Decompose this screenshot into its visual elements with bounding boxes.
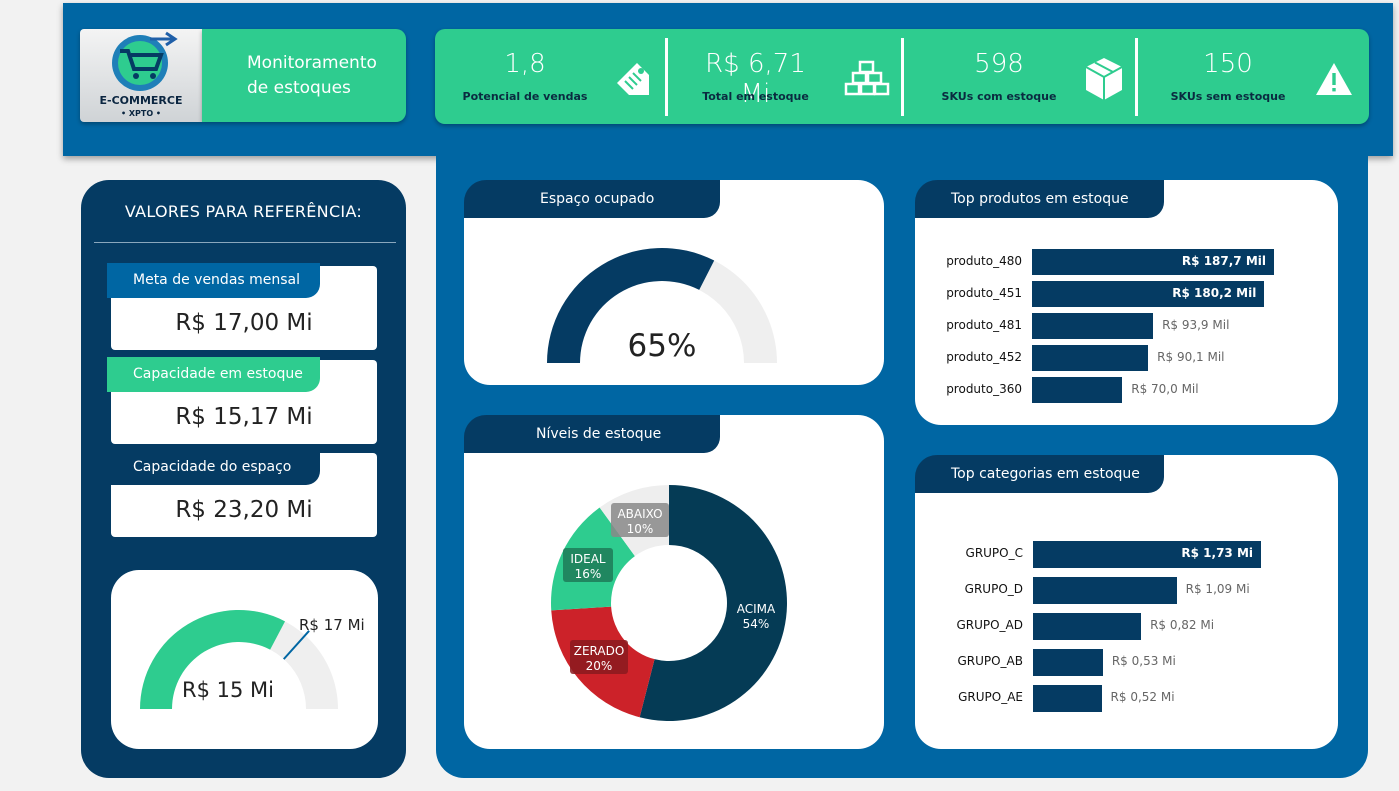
- logo-text: E-COMMERCE: [100, 94, 183, 107]
- ref-card-capacidade-estoque: Capacidade em estoque R$ 15,17 Mi: [107, 357, 377, 444]
- report-title-box: Monitoramento de estoques: [202, 29, 406, 122]
- kpi-label: Total em estoque: [702, 90, 809, 103]
- ref-card-label: Capacidade do espaço: [107, 450, 320, 485]
- bar-value-label: R$ 70,0 Mil: [1131, 382, 1199, 396]
- stacked-boxes-icon: [844, 60, 890, 96]
- logo-subtext: • XPTO •: [121, 109, 161, 118]
- bar-category-label: GRUPO_D: [964, 582, 1023, 596]
- space-occupied-card[interactable]: Espaço ocupado 65%: [464, 180, 884, 385]
- bar-value-label: R$ 1,09 Mi: [1185, 582, 1250, 596]
- donut-label-pct: 10%: [627, 522, 654, 536]
- card-title: Níveis de estoque: [464, 415, 720, 453]
- space-gauge: 65%: [547, 248, 777, 364]
- donut-slice-acima[interactable]: [639, 485, 787, 721]
- gauge-value-label: R$ 15 Mi: [182, 678, 274, 702]
- bar[interactable]: [1033, 649, 1103, 676]
- kpi-potencial-vendas[interactable]: 1,8 Potencial de vendas: [435, 29, 667, 124]
- price-tag-icon: [617, 63, 649, 95]
- gauge-target-marker: [282, 630, 310, 660]
- donut-label-pct: 54%: [743, 617, 770, 631]
- bar[interactable]: [1033, 577, 1177, 604]
- sales-target-gauge-card[interactable]: R$ 15 Mi R$ 17 Mi: [111, 570, 378, 749]
- ref-card-meta-vendas: Meta de vendas mensal R$ 17,00 Mi: [107, 263, 377, 350]
- ref-card-value: R$ 15,17 Mi: [175, 404, 313, 430]
- bar-category-label: GRUPO_C: [965, 546, 1023, 560]
- bar[interactable]: [1032, 377, 1123, 403]
- bar-value-label: R$ 0,52 Mi: [1110, 690, 1175, 704]
- donut-label-name: IDEAL: [570, 552, 606, 566]
- bar-value-label: R$ 0,82 Mi: [1150, 618, 1215, 632]
- bar-value-label: R$ 1,73 Mi: [1181, 546, 1253, 560]
- donut-label-name: ABAIXO: [617, 507, 662, 521]
- kpi-label: SKUs com estoque: [941, 90, 1057, 103]
- reference-panel: VALORES PARA REFERÊNCIA: Meta de vendas …: [81, 180, 406, 778]
- kpi-bar: 1,8 Potencial de vendas R$ 6,71 Mi Total…: [435, 29, 1369, 124]
- bar-value-label: R$ 0,53 Mi: [1111, 654, 1176, 668]
- bar[interactable]: [1033, 613, 1142, 640]
- bar-category-label: produto_451: [946, 286, 1022, 300]
- bar[interactable]: [1032, 249, 1274, 275]
- kpi-divider: [1135, 38, 1138, 116]
- kpi-divider: [901, 38, 904, 116]
- gauge-target-label: R$ 17 Mi: [299, 616, 365, 634]
- sales-target-gauge: R$ 15 Mi R$ 17 Mi: [140, 610, 365, 709]
- kpi-divider: [665, 38, 668, 116]
- bar-value-label: R$ 187,7 Mil: [1181, 254, 1266, 268]
- bar-category-label: produto_360: [946, 382, 1022, 396]
- ref-card-capacidade-espaco: Capacidade do espaço R$ 23,20 Mi: [107, 450, 377, 537]
- donut-label-pct: 16%: [575, 567, 602, 581]
- bar-value-label: R$ 180,2 Mil: [1172, 286, 1257, 300]
- donut-label-name: ZERADO: [574, 644, 625, 658]
- bar[interactable]: [1032, 313, 1154, 339]
- bar[interactable]: [1032, 281, 1265, 307]
- gauge-value-arc: [547, 248, 715, 363]
- top-categories-card[interactable]: Top categorias em estoque GRUPO_C R$ 1,73…: [915, 455, 1338, 749]
- bar[interactable]: [1033, 685, 1102, 712]
- bar[interactable]: [1033, 541, 1261, 568]
- reference-title: VALORES PARA REFERÊNCIA:: [124, 202, 363, 221]
- box-icon: [1085, 58, 1123, 100]
- ref-card-label: Meta de vendas mensal: [107, 263, 320, 298]
- cart-logo-icon: E-COMMERCE • XPTO •: [100, 31, 183, 118]
- donut-label-pct: 20%: [586, 659, 613, 673]
- bar-category-label: GRUPO_AB: [957, 654, 1023, 668]
- ref-card-value: R$ 17,00 Mi: [175, 310, 313, 336]
- top-products-card[interactable]: Top produtos em estoque produto_480 R$ 18…: [915, 180, 1338, 425]
- bar-category-label: produto_481: [946, 318, 1022, 332]
- stock-levels-card[interactable]: Níveis de estoque ACIMA 54% ZERADO 20% IDEAL…: [464, 415, 884, 749]
- divider: [94, 242, 396, 243]
- kpi-value: 150: [1203, 49, 1253, 79]
- kpi-value: R$ 6,71 Mi: [705, 49, 806, 109]
- gauge-value-arc: [140, 610, 286, 709]
- card-title: Espaço ocupado: [464, 180, 720, 218]
- bar-category-label: GRUPO_AD: [956, 618, 1023, 632]
- card-title: Top categorias em estoque: [915, 455, 1164, 493]
- bar-value-label: R$ 93,9 Mil: [1162, 318, 1230, 332]
- bar-category-label: GRUPO_AE: [958, 690, 1023, 704]
- kpi-skus-com-estoque[interactable]: 598 SKUs com estoque: [904, 29, 1136, 124]
- bar-category-label: produto_452: [946, 350, 1022, 364]
- donut-label-name: ACIMA: [737, 602, 776, 616]
- bar-value-label: R$ 90,1 Mil: [1157, 350, 1225, 364]
- kpi-skus-sem-estoque[interactable]: 150 SKUs sem estoque: [1138, 29, 1369, 124]
- warning-icon: [1316, 63, 1352, 95]
- bar-category-label: produto_480: [946, 254, 1022, 268]
- card-title: Top produtos em estoque: [915, 180, 1164, 218]
- kpi-label: Potencial de vendas: [462, 90, 588, 103]
- ref-card-value: R$ 23,20 Mi: [175, 497, 313, 523]
- kpi-label: SKUs sem estoque: [1170, 90, 1286, 103]
- kpi-value: 598: [974, 49, 1024, 79]
- kpi-total-estoque[interactable]: R$ 6,71 Mi Total em estoque: [668, 29, 902, 124]
- bar[interactable]: [1032, 345, 1149, 371]
- kpi-value: 1,8: [504, 49, 546, 79]
- ref-card-label: Capacidade em estoque: [107, 357, 320, 392]
- report-title: Monitoramento de estoques: [247, 53, 377, 98]
- gauge-value-label: 65%: [628, 328, 697, 364]
- company-logo: E-COMMERCE • XPTO •: [80, 29, 202, 122]
